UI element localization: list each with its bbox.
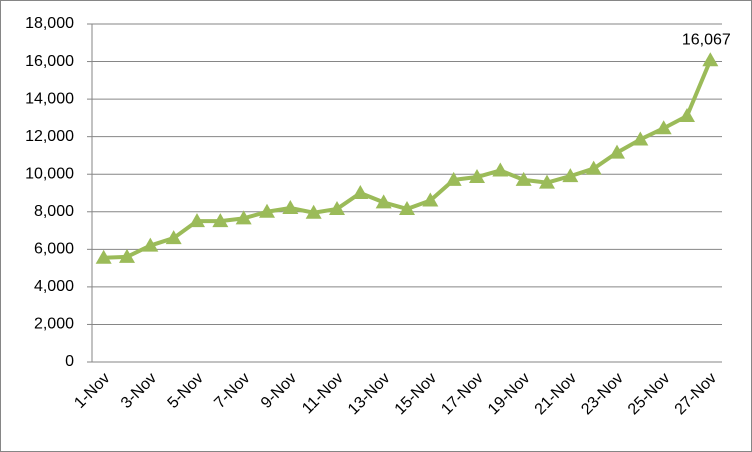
data-marker: [375, 194, 392, 209]
y-tick-label: 0: [65, 353, 74, 370]
data-marker: [422, 192, 439, 207]
y-tick-label: 4,000: [34, 278, 74, 295]
y-tick-label: 10,000: [25, 165, 74, 182]
data-marker: [702, 52, 719, 67]
data-marker: [445, 171, 462, 186]
data-marker: [562, 168, 579, 183]
data-marker: [305, 204, 322, 219]
data-marker: [539, 174, 555, 189]
data-marker: [585, 160, 602, 175]
data-marker: [165, 230, 182, 245]
data-marker: [212, 213, 229, 228]
data-marker: [142, 237, 159, 252]
data-marker: [352, 185, 369, 199]
y-tick-label: 8,000: [34, 203, 74, 220]
data-label: 16,067: [682, 32, 731, 49]
y-tick-label: 14,000: [25, 90, 74, 107]
data-marker: [259, 203, 275, 218]
y-tick-label: 16,000: [25, 53, 74, 70]
data-marker: [189, 213, 205, 228]
data-marker: [492, 162, 509, 177]
data-marker: [282, 200, 299, 215]
y-tick-label: 2,000: [34, 316, 74, 333]
y-tick-label: 18,000: [25, 15, 74, 32]
data-marker: [235, 210, 252, 225]
data-marker: [655, 120, 672, 135]
data-marker: [609, 144, 625, 159]
data-marker: [632, 131, 649, 146]
data-marker: [399, 200, 415, 215]
data-marker: [95, 249, 112, 264]
data-marker: [515, 171, 532, 186]
y-tick-label: 6,000: [34, 241, 74, 258]
data-marker: [329, 200, 345, 215]
data-marker: [119, 248, 135, 263]
y-tick-label: 12,000: [25, 128, 74, 145]
data-marker: [469, 169, 485, 184]
data-marker: [679, 108, 695, 123]
